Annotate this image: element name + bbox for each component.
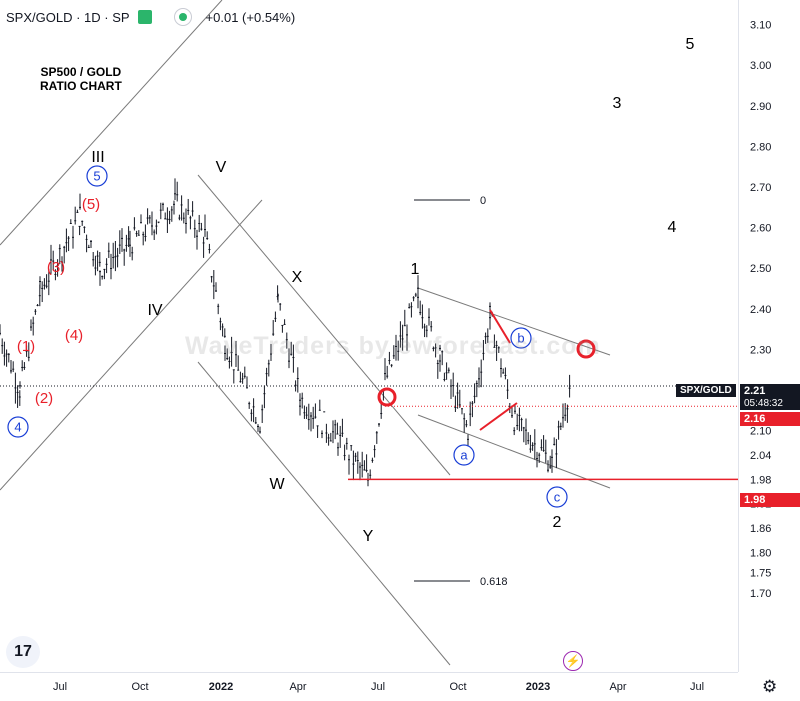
trend-line xyxy=(0,0,223,246)
wave-label-blue: c xyxy=(554,490,561,505)
y-tick-label: 1.86 xyxy=(750,523,771,535)
red-segment xyxy=(489,309,511,344)
price-axis[interactable] xyxy=(738,0,800,672)
chart-overlays: 0 0.618 xyxy=(0,195,738,588)
wave-label-y: Y xyxy=(363,528,374,545)
wave-label-4: 4 xyxy=(668,219,677,236)
countdown-tag: 05:48:32 xyxy=(740,397,800,410)
x-tick-label: 2022 xyxy=(209,681,233,693)
wave-label-2: 2 xyxy=(553,514,562,531)
wave-labels: III IV V X W Y 1 2 3 4 5 (1) (2) (3) (4) (5) 4 5 a b c xyxy=(7,36,695,545)
x-tick-label: Jul xyxy=(690,681,704,693)
wave-circle xyxy=(86,165,108,187)
wave-label-v: V xyxy=(216,159,227,176)
x-tick-label: Apr xyxy=(289,681,306,693)
trend-line xyxy=(197,361,451,666)
wave-circle xyxy=(7,416,29,438)
y-tick-label: 1.98 xyxy=(750,474,771,486)
chart-title-line1: SP500 / GOLD xyxy=(40,65,122,79)
wave-label-blue: b xyxy=(517,331,524,346)
x-tick-label: Jul xyxy=(371,681,385,693)
y-tick-label: 2.30 xyxy=(750,344,771,356)
level-tag-198: 1.98 xyxy=(740,493,800,507)
price-change: +0.01 (+0.54%) xyxy=(205,9,296,25)
x-tick-label: Oct xyxy=(131,681,148,693)
wave-label-red: (4) xyxy=(65,327,83,344)
wave-label-3: 3 xyxy=(613,95,622,112)
time-axis-ticks: Jul Oct 2022 Apr Jul Oct 2023 Apr Jul xyxy=(53,681,704,693)
fib-label-0: 0 xyxy=(480,195,486,207)
x-tick-label: 2023 xyxy=(526,681,550,693)
red-segment xyxy=(479,402,518,431)
wave-label-blue: a xyxy=(460,448,468,463)
wave-label-red: (1) xyxy=(17,338,35,355)
watermark: WaveTraders by ewforecast.com xyxy=(185,332,601,360)
trend-line xyxy=(417,414,611,489)
wave-label-blue: 4 xyxy=(14,420,21,435)
settings-gear-icon[interactable]: ⚙ xyxy=(762,677,778,696)
trend-line xyxy=(0,199,263,491)
time-axis[interactable] xyxy=(0,672,738,701)
y-tick-label: 2.90 xyxy=(750,101,771,113)
wave-label-red: (3) xyxy=(47,259,65,276)
x-tick-label: Jul xyxy=(53,681,67,693)
y-tick-label: 2.70 xyxy=(750,182,771,194)
y-tick-label: 2.60 xyxy=(750,223,771,235)
chart-header: SPX/GOLD · 1D · SP +0.01 (+0.54%) xyxy=(0,0,295,34)
wave-label-blue: 5 xyxy=(93,169,100,184)
wave-circle xyxy=(510,327,532,349)
chart-title: SP500 / GOLD RATIO CHART xyxy=(40,65,122,93)
symbol-axis-tag: SPX/GOLD xyxy=(676,384,736,397)
y-tick-label: 2.80 xyxy=(750,141,771,153)
trend-line xyxy=(417,287,611,356)
wave-label-x: X xyxy=(292,269,303,286)
market-open-flag-icon xyxy=(137,10,152,24)
wave-label-red: (5) xyxy=(82,196,100,213)
live-status-icon xyxy=(173,8,192,26)
x-tick-label: Oct xyxy=(449,681,466,693)
y-tick-label: 2.10 xyxy=(750,426,771,438)
wave-label-1: 1 xyxy=(411,261,420,278)
y-tick-label: 2.40 xyxy=(750,304,771,316)
wave-circle xyxy=(453,444,475,466)
trend-channels xyxy=(0,0,611,666)
tradingview-logo-icon[interactable]: 17 xyxy=(6,636,40,668)
last-price-tag: 2.21 xyxy=(740,384,800,398)
target-marker xyxy=(576,339,596,359)
breakout-marker xyxy=(377,387,397,407)
trend-line xyxy=(197,174,451,476)
y-tick-label: 2.50 xyxy=(750,263,771,275)
wave-label-red: (2) xyxy=(35,390,53,407)
wave-label-5: 5 xyxy=(686,36,695,53)
level-tag-216: 2.16 xyxy=(740,412,800,426)
symbol-title[interactable]: SPX/GOLD · 1D · SP xyxy=(6,9,130,25)
wave-label-iii: III xyxy=(91,149,104,166)
chart-title-line2: RATIO CHART xyxy=(40,79,122,93)
fib-label-618: 0.618 xyxy=(480,576,508,588)
y-tick-label: 1.75 xyxy=(750,568,771,580)
wave-label-iv: IV xyxy=(147,302,162,319)
wave-label-w: W xyxy=(269,476,285,493)
y-tick-label: 1.70 xyxy=(750,588,771,600)
x-tick-label: Apr xyxy=(609,681,626,693)
wave-circle xyxy=(546,486,568,508)
y-tick-label: 3.00 xyxy=(750,60,771,72)
lightning-icon[interactable]: ⚡ xyxy=(563,651,583,671)
y-tick-label: 2.04 xyxy=(750,450,771,462)
y-tick-label: 3.10 xyxy=(750,20,771,32)
y-tick-label: 1.80 xyxy=(750,547,771,559)
